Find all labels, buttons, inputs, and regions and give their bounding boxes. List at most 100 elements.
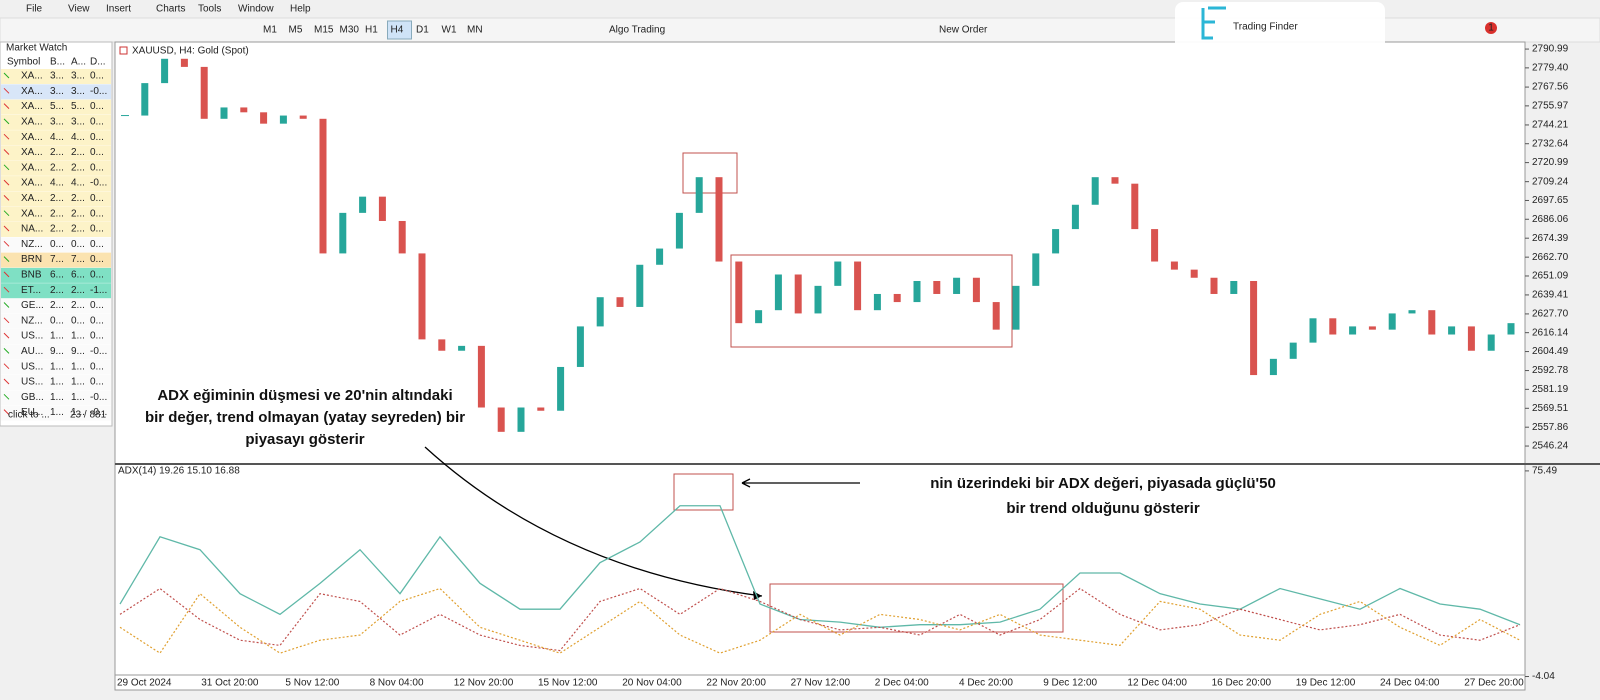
menu-item[interactable]: View [68,4,90,15]
timeframe-button[interactable]: D1 [416,25,429,36]
y-tick-label: 2569.51 [1532,403,1569,414]
candle [517,407,525,432]
candle [180,58,188,67]
cell: 0... [50,239,64,250]
row-bg [1,298,111,314]
cell: 0... [90,300,104,311]
y-tick-label: 2790.99 [1532,44,1569,55]
new-order-button[interactable]: New Order [939,25,988,36]
trend-arrow [3,317,10,324]
y-tick-label: 2627.70 [1532,309,1569,320]
candle [735,261,743,324]
menu-item[interactable]: Help [290,4,311,15]
arrow [741,478,860,488]
adx-line [119,587,1521,654]
cell: 0... [90,71,104,82]
cell: 6... [71,270,85,281]
timeframe-button[interactable]: MN [467,25,483,36]
candle [953,277,961,294]
y-tick-label: -4.04 [1532,671,1555,682]
cell: US... [21,331,43,342]
add-symbol[interactable]: click to ... [8,410,50,421]
y-tick-label: 75.49 [1532,466,1557,477]
x-tick-label: 27 Dec 20:00 [1464,678,1524,689]
x-tick-label: 16 Dec 20:00 [1212,678,1272,689]
row-bg [1,99,111,115]
menu-item[interactable]: Window [238,4,274,15]
candle [1250,280,1258,376]
menu-item[interactable]: Insert [106,4,131,15]
cell: 0... [90,239,104,250]
y-tick-label: 2755.97 [1532,101,1569,112]
cell: AU... [21,346,43,357]
timeframe-button[interactable]: M1 [263,25,277,36]
y-tick-label: 2686.06 [1532,214,1569,225]
cell: 2... [50,208,64,219]
candle [1329,318,1337,335]
x-tick-label: 19 Dec 12:00 [1296,678,1356,689]
timeframe-button[interactable]: M15 [314,25,334,36]
cell: XA... [21,178,43,189]
candle [1269,358,1277,376]
cell: 1... [50,392,64,403]
x-tick-label: 15 Nov 12:00 [538,678,598,689]
candle [893,293,901,303]
cell: 0... [90,331,104,342]
cell: 9... [50,346,64,357]
candle [260,112,268,124]
cell: 1... [50,331,64,342]
cell: -0... [90,178,107,189]
cell: -1... [90,285,107,296]
timeframe-button[interactable]: W1 [442,25,457,36]
logo-icon [1201,6,1226,40]
cell: 2... [71,147,85,158]
cell: XA... [21,193,43,204]
candle [1349,326,1357,335]
timeframe-button[interactable]: M5 [289,25,303,36]
x-tick-label: 20 Nov 04:00 [622,678,682,689]
trend-arrow [3,87,10,94]
candle [992,302,1000,330]
menu-item[interactable]: Charts [156,4,185,15]
cell: 0... [90,224,104,235]
cell: -0... [90,346,107,357]
trend-arrow [3,164,10,171]
timeframe-button[interactable]: M30 [340,25,360,36]
symbol-count: 23 / 881 [70,410,107,421]
timeframe-button[interactable]: H4 [391,25,404,36]
menu-item[interactable]: Tools [198,4,221,15]
cell: 5... [71,101,85,112]
trend-arrow [3,240,10,247]
highlight-box [673,473,734,511]
candle [1289,342,1297,359]
candle [933,280,941,294]
cell: 0... [71,315,85,326]
candle [834,261,842,286]
row-bg [1,375,111,390]
cell: 0... [90,162,104,173]
row-bg [1,222,111,237]
candle [141,83,149,116]
candle [854,261,862,311]
candle [873,293,881,311]
column-header: Symbol [7,57,40,68]
trend-arrow [3,103,10,109]
cell: 6... [50,270,64,281]
y-tick-label: 2639.41 [1532,290,1569,301]
cell: 0... [90,361,104,372]
candle [1012,285,1020,330]
trend-arrow [3,302,10,308]
algo-trading-button[interactable]: Algo Trading [609,25,665,36]
menu-item[interactable]: File [26,4,43,15]
cell: -0... [90,392,107,403]
x-tick-label: 12 Nov 20:00 [454,678,514,689]
cell: NZ... [21,239,43,250]
candle [319,118,327,254]
timeframe-button[interactable]: H1 [365,25,378,36]
column-header: B... [50,57,65,68]
trend-arrow [3,149,10,155]
candle [636,264,644,307]
cell: 2... [71,224,85,235]
x-tick-label: 5 Nov 12:00 [285,678,339,689]
x-tick-label: 9 Dec 12:00 [1043,678,1097,689]
